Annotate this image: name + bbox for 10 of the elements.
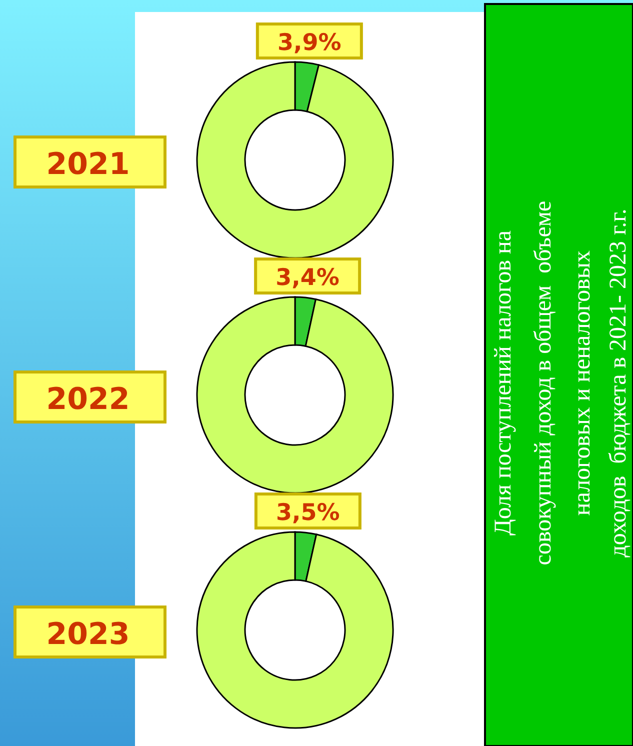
donut-slice (196, 531, 394, 729)
donut-slice (196, 296, 394, 494)
text: 2023 (46, 617, 130, 652)
data-label: 3,5% (276, 500, 340, 526)
text: 2022 (46, 382, 130, 417)
text: Доля поступлений налогов на совокупный доход в общем объеме налоговых и неналоговых доходов бюджета в 2021- 2023 г.г. (490, 200, 632, 566)
data-label: 3,9% (278, 30, 342, 56)
donut-slice (196, 61, 394, 259)
data-label: 3,4% (276, 265, 340, 291)
text: 2021 (46, 147, 130, 182)
